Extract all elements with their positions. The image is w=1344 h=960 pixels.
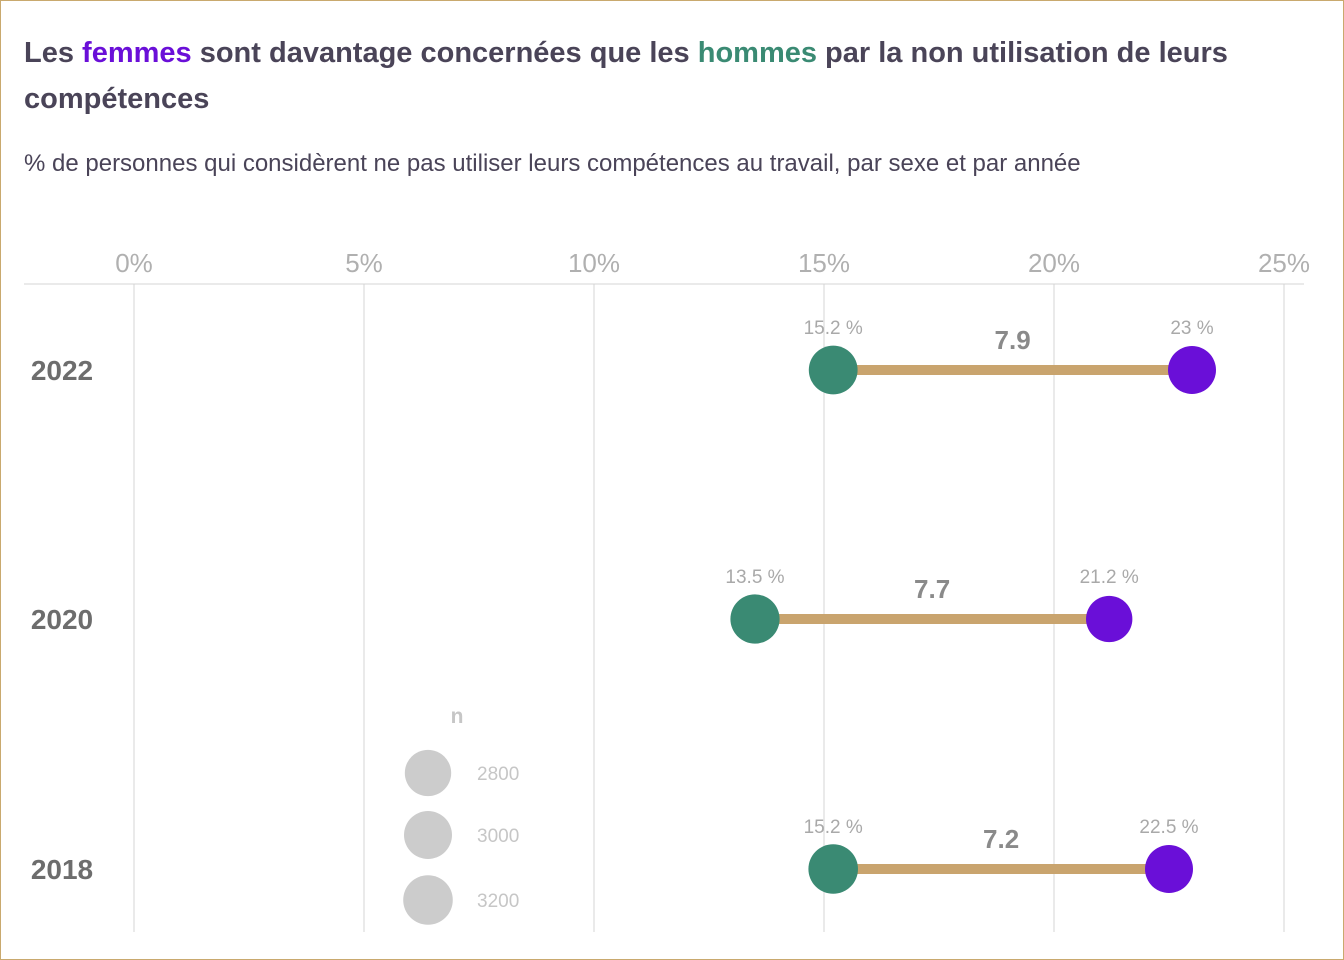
women-point	[1168, 346, 1216, 394]
x-tick-label: 10%	[568, 248, 620, 278]
women-point	[1086, 595, 1133, 643]
chart-subtitle: % de personnes qui considèrent ne pas ut…	[24, 150, 1081, 177]
x-tick-label: 20%	[1028, 248, 1080, 278]
title-part-3: par la non utilisation de leurs compéten…	[24, 37, 1228, 115]
x-tick-label: 25%	[1258, 248, 1310, 278]
year-label: 2022	[31, 355, 93, 386]
size-legend-circle	[403, 875, 453, 925]
size-legend-label: 2800	[477, 764, 519, 785]
title-part-2: sont davantage concernées que les	[191, 37, 698, 69]
year-label: 2018	[31, 854, 93, 885]
gap-value-label: 7.9	[995, 325, 1031, 355]
size-legend-circle	[404, 749, 452, 797]
men-value-label: 15.2 %	[804, 817, 863, 838]
men-point	[808, 345, 858, 395]
title-men-word: hommes	[697, 37, 817, 69]
year-label: 2020	[31, 604, 93, 635]
title-women-word: femmes	[82, 37, 192, 69]
women-value-label: 21.2 %	[1080, 567, 1139, 588]
size-legend-circle	[404, 811, 452, 859]
size-legend-title: n	[451, 705, 464, 728]
x-tick-label: 5%	[345, 248, 383, 278]
men-value-label: 13.5 %	[725, 567, 784, 588]
gap-value-label: 7.2	[983, 824, 1019, 854]
women-value-label: 23 %	[1170, 318, 1213, 339]
size-legend-label: 3200	[477, 891, 519, 912]
men-point	[730, 594, 780, 644]
gap-value-label: 7.7	[914, 574, 950, 604]
women-value-label: 22.5 %	[1139, 817, 1198, 838]
title-part-1: Les	[24, 37, 83, 69]
women-point	[1145, 845, 1193, 893]
x-tick-label: 0%	[115, 248, 153, 278]
men-point	[808, 844, 858, 894]
chart-title: Les femmes sont davantage concernées que…	[24, 30, 1314, 122]
men-value-label: 15.2 %	[804, 318, 863, 339]
x-tick-label: 15%	[798, 248, 850, 278]
size-legend-label: 3000	[477, 826, 519, 847]
